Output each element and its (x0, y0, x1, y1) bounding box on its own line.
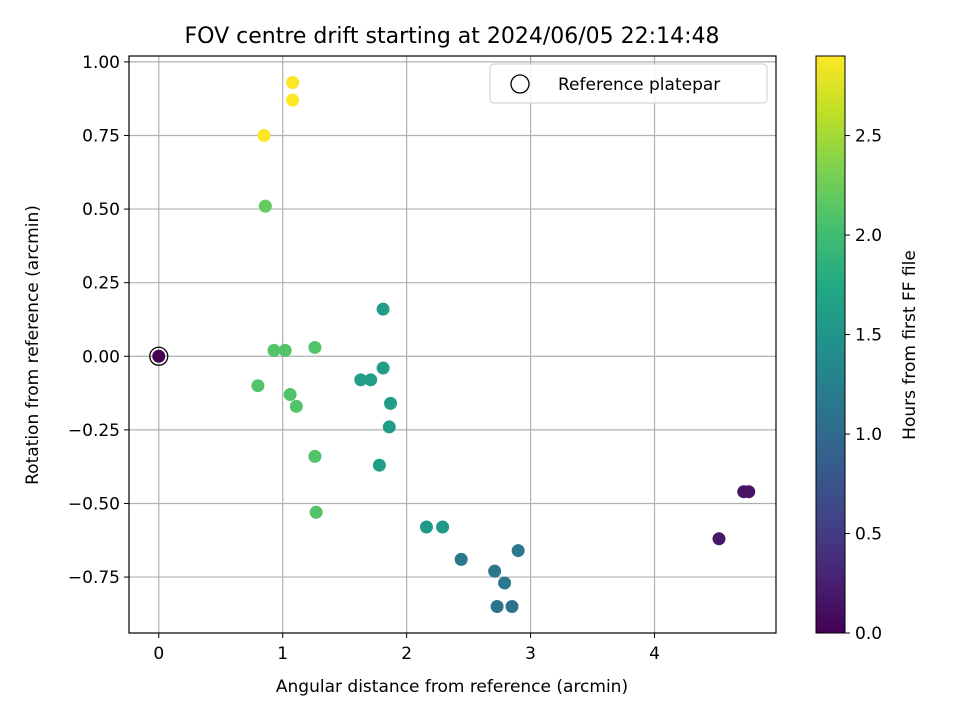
data-point (488, 564, 502, 578)
x-tick-label: 0 (153, 644, 164, 664)
data-point (283, 388, 297, 402)
data-point (419, 520, 433, 534)
data-point (308, 340, 322, 354)
data-point (384, 396, 398, 410)
y-tick-label: 0.50 (82, 200, 120, 220)
colorbar-ticks: 0.0 0.5 1.0 1.5 2.0 2.5 (845, 127, 882, 644)
chart-title: FOV centre drift starting at 2024/06/05 … (185, 24, 720, 49)
data-point (286, 75, 300, 89)
colorbar-tick-label: 0.5 (855, 525, 882, 545)
colorbar-label: Hours from first FF file (900, 250, 920, 440)
data-point (742, 485, 756, 499)
data-point (257, 128, 271, 142)
y-tick-label: 1.00 (82, 53, 120, 73)
reference-platepar-marker (149, 346, 169, 366)
y-tick-label: −0.25 (68, 421, 120, 441)
data-point (382, 420, 396, 434)
legend-box (489, 63, 768, 104)
colorbar-tick-label: 0.0 (855, 624, 882, 644)
colorbar-tick-label: 2.0 (855, 226, 882, 246)
data-point (267, 343, 281, 357)
y-tick-label: 0.25 (82, 274, 120, 294)
data-point (436, 520, 450, 534)
legend: Reference platepar (489, 63, 768, 104)
data-point (490, 600, 504, 614)
plot-area-frame (128, 55, 777, 634)
data-point (354, 373, 368, 387)
x-tick-label: 4 (649, 644, 660, 664)
colorbar: 0.0 0.5 1.0 1.5 2.0 2.5 Hours from first FF f… (815, 55, 920, 644)
legend-marker-reference (510, 74, 530, 94)
data-point (152, 349, 166, 363)
x-tick-label: 1 (277, 644, 288, 664)
data-point (376, 361, 390, 375)
data-point (289, 399, 303, 413)
y-tick-label: 0.00 (82, 347, 120, 367)
colorbar-gradient (815, 55, 846, 634)
data-point (454, 552, 468, 566)
data-point (258, 199, 272, 213)
data-point (712, 532, 726, 546)
x-tick-label: 2 (401, 644, 412, 664)
x-tick-label: 3 (525, 644, 536, 664)
data-point (308, 449, 322, 463)
data-point (511, 544, 525, 558)
data-point (498, 576, 512, 590)
colorbar-tick-label: 2.5 (855, 127, 882, 147)
y-tick-label: 0.75 (82, 126, 120, 146)
colorbar-tick-label: 1.0 (855, 425, 882, 445)
y-tick-label: −0.75 (68, 568, 120, 588)
grid-lines (129, 56, 776, 633)
data-point (286, 93, 300, 107)
data-point (505, 600, 519, 614)
x-axis-ticks: 0 1 2 3 4 (153, 633, 660, 664)
data-points (149, 75, 756, 614)
data-point (364, 373, 378, 387)
y-axis-ticks: −0.75 −0.50 −0.25 0.00 0.25 0.50 0.75 1.00 (68, 53, 129, 588)
data-point (376, 302, 390, 316)
data-point (372, 458, 386, 472)
data-point (309, 505, 323, 519)
colorbar-tick-label: 1.5 (855, 326, 882, 346)
y-axis-label: Rotation from reference (arcmin) (23, 205, 43, 485)
data-point (278, 343, 292, 357)
data-point (251, 379, 265, 393)
y-tick-label: −0.50 (68, 494, 120, 514)
x-axis-label: Angular distance from reference (arcmin) (276, 677, 628, 697)
legend-label-reference: Reference platepar (558, 75, 720, 95)
